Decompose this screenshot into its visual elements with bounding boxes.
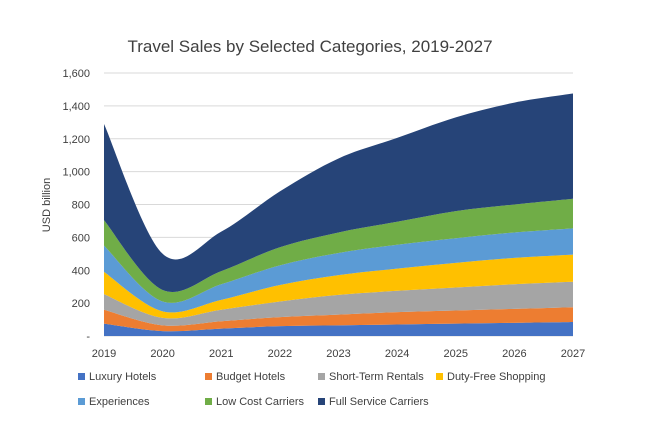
y-tick-label: 1,200 [62,134,90,146]
legend-item-duty-free-shopping: Duty-Free Shopping [436,371,545,383]
legend-item-full-service-carriers: Full Service Carriers [318,396,429,408]
series-area-short-term-rentals [104,281,573,326]
x-tick-label: 2023 [326,348,350,360]
legend-item-luxury-hotels: Luxury Hotels [78,371,157,383]
legend-label: Luxury Hotels [89,371,157,383]
y-tick-label: 1,400 [62,101,90,113]
y-tick-label: 1,000 [62,167,90,179]
legend-swatch [205,373,212,380]
series-area-budget-hotels [104,307,573,332]
x-tick-label: 2027 [561,348,585,360]
y-axis-title: USD billion [41,178,53,232]
series-area-full-service-carriers [104,93,573,293]
legend-swatch [318,398,325,405]
y-tick-label: 600 [72,232,90,244]
x-tick-label: 2019 [92,348,116,360]
legend-item-experiences: Experiences [78,396,150,408]
y-tick-label: 400 [72,265,90,277]
x-tick-label: 2022 [268,348,292,360]
legend-swatch [78,373,85,380]
y-tick-label: 200 [72,298,90,310]
legend-label: Full Service Carriers [329,396,429,408]
legend: Luxury Hotels Budget Hotels Short-Term Ren… [78,371,545,408]
legend-label: Low Cost Carriers [216,396,305,408]
x-axis: 2019 2020 2021 2022 2023 2024 2025 2026 2027 [92,348,585,360]
x-tick-label: 2026 [502,348,526,360]
series-area-duty-free-shopping [104,254,573,319]
legend-label: Duty-Free Shopping [447,371,545,383]
series-area-low-cost-carriers [104,198,573,303]
legend-item-low-cost-carriers: Low Cost Carriers [205,396,305,408]
y-tick-label: - [86,331,90,343]
legend-label: Budget Hotels [216,371,286,383]
x-tick-label: 2021 [209,348,233,360]
plot-area [104,93,573,336]
legend-swatch [318,373,325,380]
x-tick-label: 2025 [444,348,468,360]
legend-item-short-term-rentals: Short-Term Rentals [318,371,424,383]
legend-swatch [78,398,85,405]
y-tick-label: 800 [72,200,90,212]
legend-swatch [205,398,212,405]
legend-label: Short-Term Rentals [329,371,424,383]
x-tick-label: 2020 [150,348,174,360]
series-area-experiences [104,228,573,313]
legend-swatch [436,373,443,380]
series-area-luxury-hotels [104,322,573,336]
y-axis: - 200 400 600 800 1,000 1,200 1,400 1,600 [62,68,90,343]
legend-label: Experiences [89,396,150,408]
y-tick-label: 1,600 [62,68,90,80]
x-tick-label: 2024 [385,348,409,360]
legend-item-budget-hotels: Budget Hotels [205,371,286,383]
chart-title: Travel Sales by Selected Categories, 201… [127,37,492,56]
